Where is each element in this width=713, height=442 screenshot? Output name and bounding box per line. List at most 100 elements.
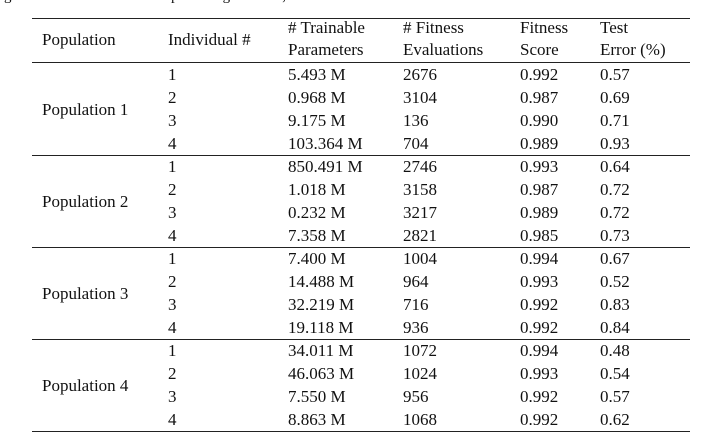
cell: 0.57 [600, 65, 630, 84]
cell: 3104 [403, 88, 437, 107]
cell: 3217 [403, 203, 437, 222]
cell: 7.550 M [288, 387, 346, 406]
cell: 1.018 M [288, 180, 346, 199]
row-group-label: Population 1 [42, 99, 129, 119]
cell: 4 [168, 410, 177, 429]
cell: 1 [168, 341, 177, 360]
cell: 0.232 M [288, 203, 346, 222]
cell: 2676 [403, 65, 437, 84]
cell: 956 [403, 387, 429, 406]
cell: 0.71 [600, 111, 630, 130]
row-group-label: Population 3 [42, 283, 129, 303]
cell: 0.83 [600, 295, 630, 314]
cell: 4 [168, 318, 177, 337]
cell: 0.987 [520, 180, 559, 199]
cell: 716 [403, 295, 429, 314]
cell: 0.992 [520, 295, 559, 314]
cell: 0.990 [520, 111, 559, 130]
cell: 2 [168, 364, 177, 383]
cell: 0.64 [600, 157, 630, 176]
column-header: # Trainable [288, 18, 365, 37]
cell: 0.993 [520, 272, 559, 291]
cell: 1024 [403, 364, 437, 383]
cell: 0.994 [520, 341, 559, 360]
cell: 14.488 M [288, 272, 355, 291]
cell: 4 [168, 226, 177, 245]
rule [32, 431, 690, 433]
rule [32, 62, 690, 63]
cell: 0.993 [520, 364, 559, 383]
cell: 0.992 [520, 410, 559, 429]
cell: 0.989 [520, 134, 559, 153]
cell: 0.992 [520, 387, 559, 406]
column-header: Error (%) [600, 40, 666, 59]
cell: 0.84 [600, 318, 630, 337]
cell: 4 [168, 134, 177, 153]
rule [32, 339, 690, 340]
cell: 1 [168, 249, 177, 268]
cell: 3 [168, 387, 177, 406]
cell: 3158 [403, 180, 437, 199]
cell: 0.992 [520, 65, 559, 84]
cell: 704 [403, 134, 429, 153]
cell: 8.863 M [288, 410, 346, 429]
column-header: Population [42, 30, 116, 49]
cell: 0.994 [520, 249, 559, 268]
cell: 7.358 M [288, 226, 346, 245]
cell: 3 [168, 203, 177, 222]
cell: 0.57 [600, 387, 630, 406]
cell: 2 [168, 180, 177, 199]
cell: 0.48 [600, 341, 630, 360]
cell: 103.364 M [288, 134, 363, 153]
column-header: Fitness [520, 18, 569, 37]
cell: 46.063 M [288, 364, 355, 383]
cell: 0.67 [600, 249, 630, 268]
cell: 0.985 [520, 226, 559, 245]
cell: 0.993 [520, 157, 559, 176]
rule [32, 247, 690, 248]
cell: 0.992 [520, 318, 559, 337]
cell: 2 [168, 88, 177, 107]
row-group-label: Population 4 [42, 375, 129, 395]
cell: 936 [403, 318, 429, 337]
column-header: # Fitness [403, 18, 464, 37]
cell: 1068 [403, 410, 437, 429]
cell: 964 [403, 272, 429, 291]
cell: 9.175 M [288, 111, 346, 130]
cell: 2 [168, 272, 177, 291]
cell: 19.118 M [288, 318, 354, 337]
row-group-label: Population 2 [42, 191, 129, 211]
cell: 2746 [403, 157, 437, 176]
cell: 0.69 [600, 88, 630, 107]
cell: 1 [168, 65, 177, 84]
cell: 0.54 [600, 364, 630, 383]
cell: 850.491 M [288, 157, 363, 176]
rule [32, 18, 690, 20]
cell: 0.52 [600, 272, 630, 291]
cell: 1 [168, 157, 177, 176]
column-header: Score [520, 40, 559, 59]
cell: 7.400 M [288, 249, 346, 268]
cell: 1072 [403, 341, 437, 360]
cell: 0.93 [600, 134, 630, 153]
cell: 5.493 M [288, 65, 346, 84]
column-header: Test [600, 18, 629, 37]
caption: gh 4 are as described in the preceding s… [4, 0, 451, 6]
cell: 136 [403, 111, 429, 130]
cell: 0.73 [600, 226, 630, 245]
cell: 0.968 M [288, 88, 346, 107]
cell: 0.989 [520, 203, 559, 222]
column-header: Parameters [288, 40, 364, 59]
cell: 0.72 [600, 203, 630, 222]
cell: 3 [168, 295, 177, 314]
cell: 0.987 [520, 88, 559, 107]
rule [32, 155, 690, 156]
column-header: Evaluations [403, 40, 484, 59]
cell: 0.62 [600, 410, 630, 429]
cell: 2821 [403, 226, 437, 245]
column-header: Individual # [168, 30, 251, 49]
cell: 3 [168, 111, 177, 130]
cell: 32.219 M [288, 295, 355, 314]
cell: 1004 [403, 249, 437, 268]
